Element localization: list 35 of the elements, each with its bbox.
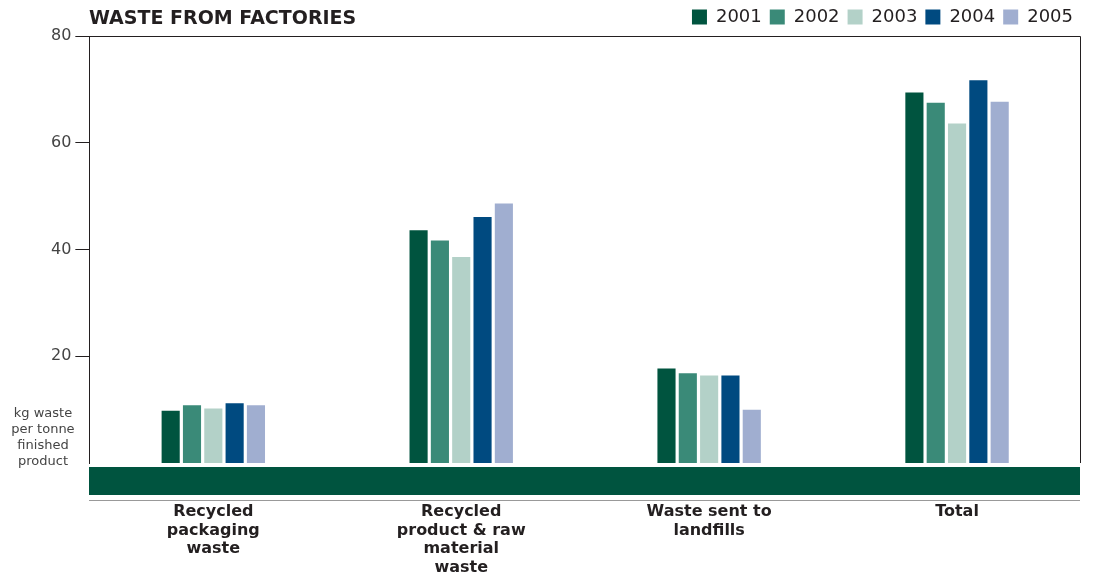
- x-tick-label: Recycled product & raw material waste: [396, 501, 526, 576]
- bar: [721, 375, 740, 463]
- y-tick-label: 60: [51, 131, 72, 151]
- x-tick-label: Waste sent to landfills: [646, 501, 772, 539]
- bar: [905, 92, 924, 463]
- bar: [926, 102, 945, 463]
- chart-title: WASTE FROM FACTORIES: [89, 6, 357, 28]
- bar: [473, 216, 492, 463]
- bar: [161, 410, 180, 463]
- x-tick-label: Recycled packaging waste: [166, 501, 260, 558]
- bar: [225, 403, 244, 463]
- bar: [700, 375, 719, 463]
- y-axis-title: kg waste per tonne finished product: [10, 405, 76, 469]
- legend-label: 2002: [793, 4, 840, 26]
- y-tick-label: 80: [51, 25, 72, 45]
- bar: [182, 405, 202, 463]
- legend-label: 2004: [949, 4, 996, 26]
- y-tick-label: 40: [51, 238, 72, 258]
- bar: [947, 123, 967, 463]
- x-tick-label: Total: [935, 501, 979, 521]
- bar: [494, 203, 513, 463]
- bar: [969, 80, 988, 463]
- y-tick-label: 20: [51, 345, 72, 365]
- bar: [409, 230, 428, 463]
- bar: [657, 368, 676, 463]
- bar: [430, 240, 449, 463]
- legend-label: 2001: [715, 4, 762, 26]
- bar: [742, 409, 761, 463]
- bar: [990, 101, 1009, 463]
- legend-label: 2005: [1027, 4, 1073, 26]
- bar: [452, 256, 471, 463]
- bar: [246, 405, 266, 463]
- legend-label: 2003: [871, 4, 918, 26]
- bar: [678, 373, 697, 463]
- bar: [204, 408, 223, 463]
